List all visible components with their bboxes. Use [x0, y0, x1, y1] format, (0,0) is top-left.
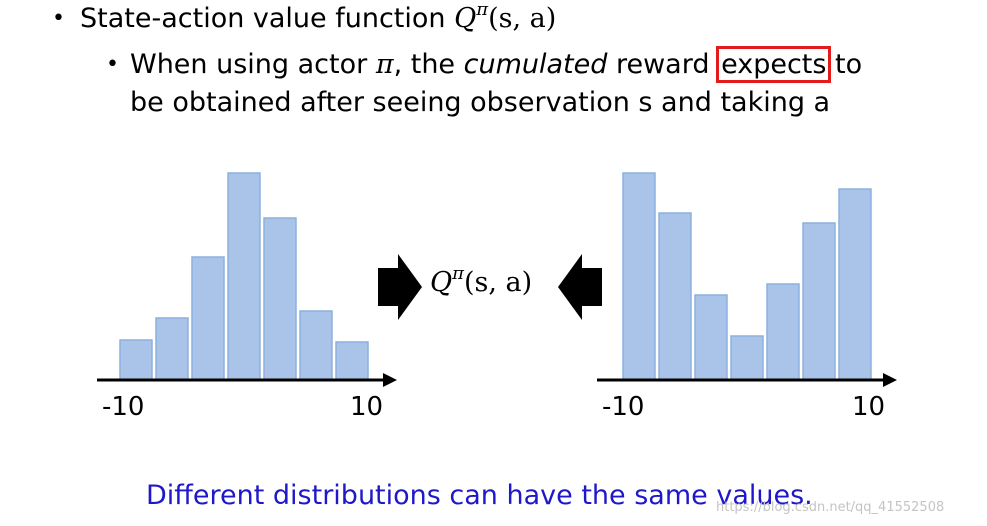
left-xmax-label: 10	[350, 392, 384, 422]
cumulated-word: cumulated	[463, 49, 608, 80]
pi-symbol: π	[375, 49, 394, 80]
left-histogram-bar-2	[155, 317, 189, 381]
right-histogram-bar-4	[730, 335, 764, 381]
right-histogram-bar-7	[838, 188, 872, 381]
left-axis-arrowhead	[383, 373, 397, 387]
right-histogram-bar-5	[766, 283, 800, 381]
right-histogram-bar-2	[658, 212, 692, 381]
left-histogram	[119, 172, 369, 381]
right-histogram-bar-6	[802, 222, 836, 381]
left-pointing-arrow	[558, 254, 602, 320]
subpoint-text-3: reward	[607, 49, 719, 80]
right-pointing-arrow	[378, 254, 422, 320]
subpoint-line-1: When using actor π, the cumulated reward…	[130, 46, 863, 83]
left-histogram-bar-4	[227, 172, 261, 381]
watermark: https://blog.csdn.net/qq_41552508	[716, 500, 945, 515]
subpoint-line-2: be obtained after seeing observation s a…	[130, 87, 831, 118]
bottom-note: Different distributions can have the sam…	[146, 480, 813, 511]
left-histogram-bar-6	[299, 310, 333, 381]
left-xmin-label: -10	[102, 392, 145, 422]
subpoint-text-4: to	[826, 49, 863, 80]
right-histogram-bar-1	[622, 172, 656, 381]
subpoint-text-1: When using actor	[130, 49, 376, 80]
subpoint-text-2: , the	[393, 49, 464, 80]
heading-text: State-action value function	[80, 3, 455, 34]
right-xmax-label: 10	[852, 392, 886, 422]
left-histogram-bar-1	[119, 339, 153, 381]
left-histogram-bar-3	[191, 256, 225, 381]
heading-q-symbol: Qπ(s, a)	[454, 0, 557, 35]
heading-line: State-action value function Qπ(s, a)	[80, 0, 557, 36]
highlighted-expects: expects	[716, 46, 832, 83]
right-axis-arrowhead	[883, 373, 897, 387]
bullet-1: •	[52, 6, 65, 31]
left-histogram-bar-5	[263, 217, 297, 381]
right-histogram-bar-3	[694, 294, 728, 381]
right-histogram	[622, 172, 872, 381]
right-xmin-label: -10	[602, 392, 645, 422]
bullet-2: •	[106, 52, 119, 77]
left-histogram-bar-7	[335, 341, 369, 381]
center-q-label: Qπ(s, a)	[430, 263, 533, 299]
